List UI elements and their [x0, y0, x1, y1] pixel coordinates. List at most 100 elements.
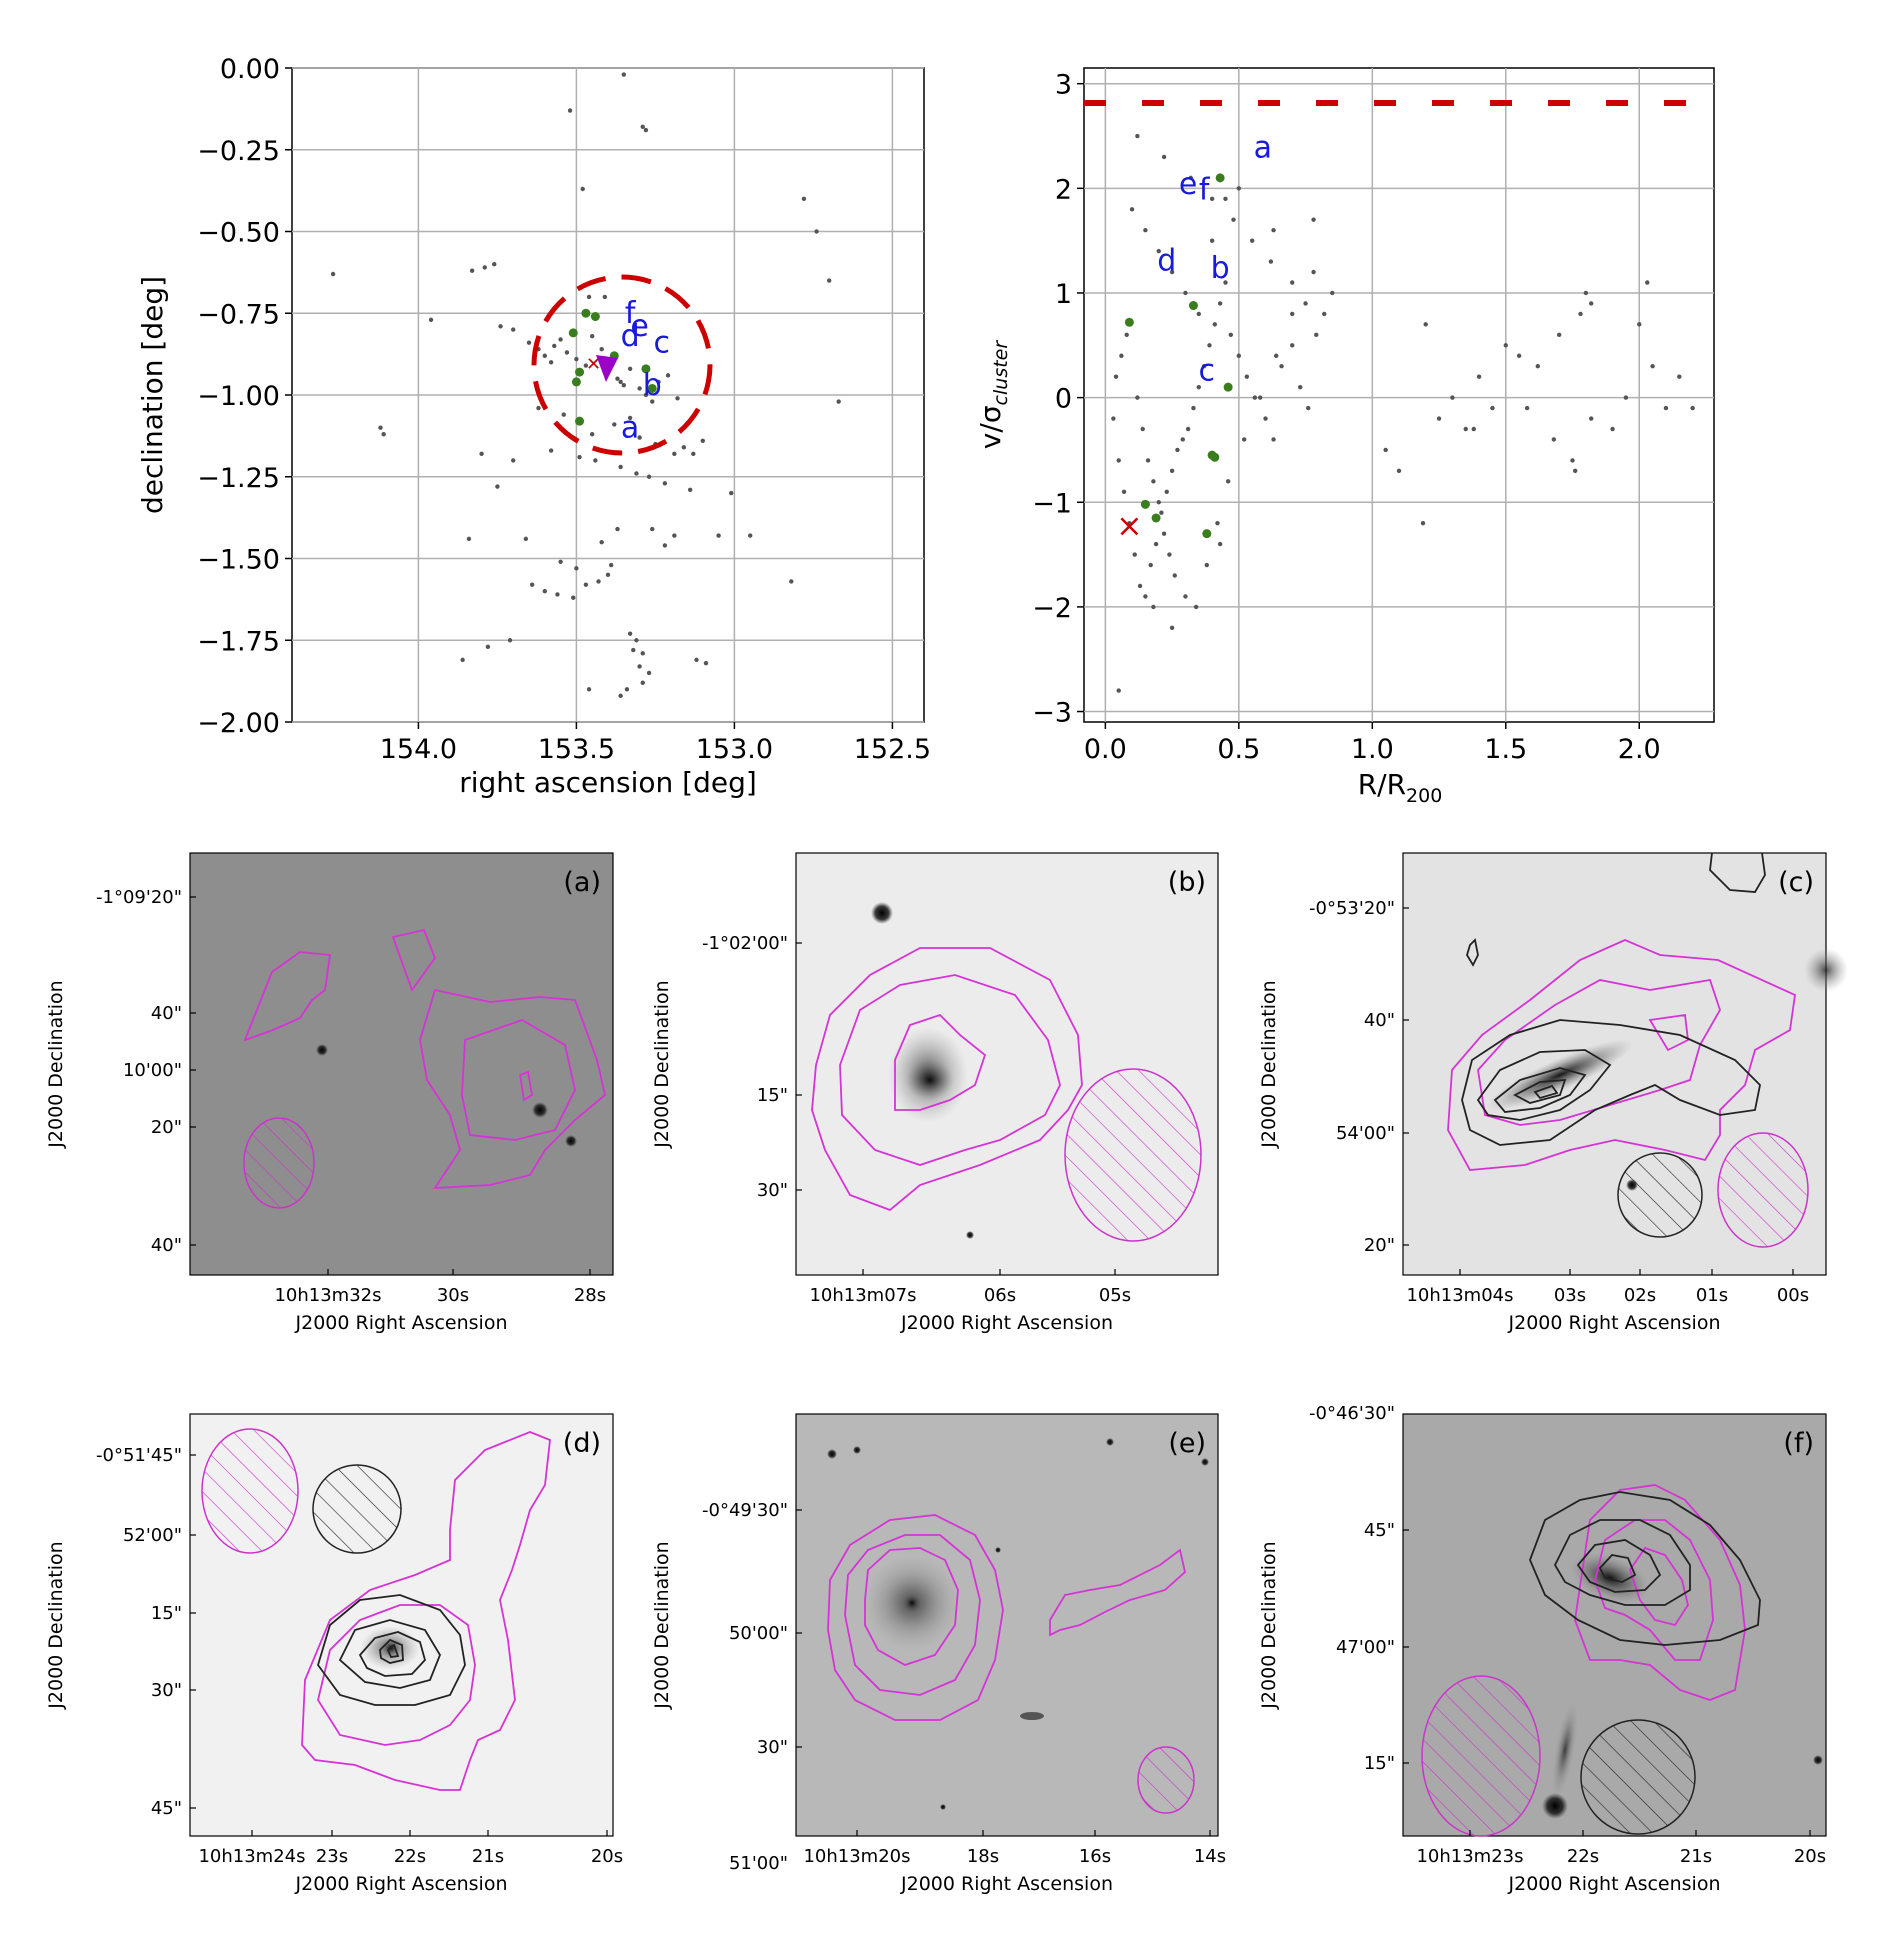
- member-point: [599, 347, 604, 352]
- member-point: [605, 572, 611, 578]
- x-tick-label: 152.5: [854, 734, 931, 765]
- member-point: [1148, 562, 1153, 568]
- y-tick-label: −0.25: [197, 136, 280, 167]
- dec-tick-label: -0°53'20": [1309, 898, 1395, 919]
- galaxy-label: f: [625, 296, 637, 331]
- y-tick-label: −1.50: [197, 545, 280, 576]
- member-point: [1263, 416, 1268, 421]
- member-point: [1124, 332, 1129, 338]
- member-point: [1610, 426, 1615, 432]
- member-point: [627, 366, 633, 372]
- member-point: [1223, 196, 1228, 201]
- x-axis-label: R/R200: [1358, 768, 1443, 807]
- member-point: [1578, 311, 1583, 317]
- dec-tick-label: 30": [757, 1737, 788, 1758]
- y-tick-label: 2: [1055, 174, 1072, 205]
- highlight-point: [571, 377, 581, 387]
- member-point: [789, 579, 794, 584]
- member-point: [1463, 426, 1468, 432]
- member-point: [548, 448, 554, 453]
- member-point: [1217, 541, 1223, 547]
- y-tick-label: −0.50: [197, 218, 280, 249]
- member-point: [612, 422, 617, 427]
- member-point: [511, 458, 516, 463]
- member-point: [1169, 269, 1175, 275]
- member-point: [618, 464, 623, 470]
- member-point: [1212, 322, 1218, 327]
- highlight-point: [1215, 173, 1225, 183]
- ra-tick-label: 21s: [472, 1846, 504, 1867]
- member-point: [1175, 447, 1180, 453]
- member-point: [1583, 290, 1589, 296]
- stamp-y-axis-label: J2000 Declination: [1258, 980, 1280, 1148]
- stamp-y-axis-label: J2000 Declination: [1258, 1541, 1280, 1709]
- dec-tick-label: 40": [1364, 1010, 1395, 1031]
- stamp-f: [1402, 1413, 1827, 1837]
- member-point: [596, 579, 601, 584]
- dec-tick-label: -1°02'00": [702, 933, 788, 954]
- stamp-annotations: (a) 10h13m32s 30s 28s -1°09'20" 40" 10'00" 20" 4…: [45, 867, 1826, 1895]
- stamp-b-annotations: (b) 10h13m07s 06s 05s -1°02'00" 15" 30" J2000 R…: [651, 867, 1206, 1334]
- stamp-x-axis-label: J2000 Right Ascension: [1508, 1873, 1721, 1895]
- galaxy-label: c: [653, 325, 670, 360]
- member-point: [1524, 405, 1530, 411]
- highlight-point: [581, 308, 591, 318]
- member-point: [1196, 384, 1201, 390]
- member-point: [1161, 154, 1167, 160]
- member-point: [1217, 301, 1223, 306]
- y-axis-label: declination [deg]: [136, 276, 169, 514]
- member-point: [1396, 468, 1402, 474]
- member-point: [836, 399, 841, 404]
- dec-tick-label: 30": [757, 1180, 788, 1201]
- grid: [1084, 68, 1714, 722]
- member-point: [485, 644, 491, 649]
- dec-tick-label: -0°51'45": [96, 1445, 182, 1466]
- y-tick-label: −2.00: [197, 708, 280, 739]
- stamp-e: [795, 1413, 1219, 1837]
- member-point: [1145, 458, 1151, 463]
- ra-tick-label: 28s: [574, 1285, 606, 1306]
- ra-tick-label: 21s: [1680, 1846, 1712, 1867]
- member-point: [1135, 133, 1140, 139]
- member-point: [1137, 583, 1143, 589]
- member-point: [1209, 238, 1215, 243]
- member-point: [1119, 353, 1124, 358]
- x-axis-label: right ascension [deg]: [459, 766, 757, 799]
- member-point: [631, 647, 636, 653]
- galaxy-label: f: [1199, 172, 1211, 207]
- dec-tick-label: 50'00": [729, 1623, 788, 1644]
- member-point: [526, 340, 532, 345]
- ra-tick-label: 10h13m20s: [803, 1846, 910, 1867]
- panel-letter: (f): [1783, 1428, 1814, 1459]
- x-tick-label: 153.5: [538, 734, 615, 765]
- member-point: [466, 536, 472, 542]
- member-point: [1572, 468, 1578, 474]
- member-point: [1185, 426, 1191, 432]
- member-point: [1244, 374, 1250, 379]
- member-point: [1279, 364, 1284, 369]
- member-point: [1143, 227, 1148, 233]
- y-tick-label: −1.75: [197, 626, 280, 657]
- stamp-y-axis-label: J2000 Declination: [651, 1541, 673, 1709]
- member-point: [498, 324, 503, 329]
- stamp-c: [1402, 852, 1848, 1276]
- member-point: [694, 657, 699, 663]
- member-point: [1167, 552, 1172, 557]
- stamp-c-annotations: (c) 10h13m04s 03s 02s 01s 00s -0°53'20" 40" 54'0…: [1258, 867, 1814, 1334]
- member-point: [1271, 227, 1276, 233]
- ra-tick-label: 10h13m23s: [1416, 1846, 1523, 1867]
- member-point: [1471, 426, 1476, 432]
- ra-tick-label: 10h13m07s: [809, 1285, 916, 1306]
- member-point: [574, 356, 579, 362]
- member-point: [703, 660, 709, 666]
- member-point: [1207, 343, 1212, 348]
- member-point: [482, 265, 487, 270]
- member-point: [1330, 290, 1335, 296]
- y-tick-label: −2: [1032, 593, 1072, 624]
- highlight-point: [1210, 452, 1220, 462]
- member-point: [1690, 405, 1695, 411]
- panel-letter: (b): [1168, 867, 1206, 898]
- member-point: [615, 526, 620, 532]
- member-point: [656, 379, 661, 385]
- axis-ticks: 0.0 0.5 1.0 1.5 2.0 −3 −2 −1 0 1 2 3: [1032, 70, 1661, 765]
